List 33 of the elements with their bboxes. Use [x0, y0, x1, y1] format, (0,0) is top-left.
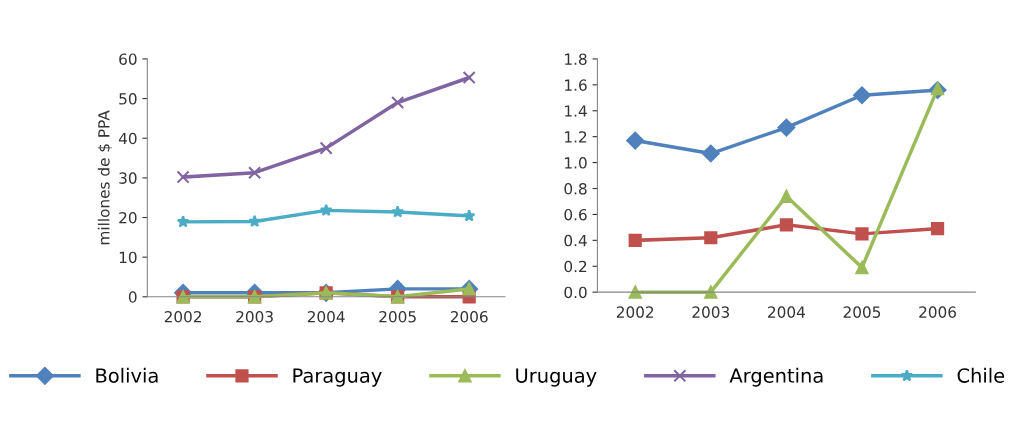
x-tick-label: 2005 — [379, 310, 416, 323]
x-tick-label: 2004 — [307, 310, 345, 323]
x-tick-label: 2005 — [843, 306, 881, 318]
x-tick-label: 2004 — [768, 306, 805, 318]
x-tick-label: 2003 — [692, 306, 730, 318]
x-tick-label: 2003 — [236, 310, 273, 323]
x-tick-label: 2006 — [450, 310, 488, 323]
y-tick-label: 0.8 — [564, 182, 587, 195]
legend-label: Uruguay — [516, 368, 597, 387]
y-tick-label: 0.6 — [564, 208, 587, 221]
y-tick-label: 1.2 — [565, 131, 587, 143]
y-tick-label: 1.6 — [565, 79, 587, 91]
x-tick-label: 2006 — [919, 306, 957, 318]
y-tick-label: 0.2 — [564, 260, 587, 273]
legend-label: Paraguay — [293, 368, 382, 387]
y-axis-title: millones de $ PPA — [97, 110, 112, 245]
y-tick-label: 1.8 — [565, 53, 587, 65]
y-tick-label: 40 — [118, 132, 137, 145]
legend-label: Bolivia — [96, 367, 158, 383]
x-tick-label: 2002 — [164, 310, 201, 323]
y-tick-label: 0 — [128, 291, 137, 303]
y-tick-label: 20 — [119, 211, 137, 224]
y-tick-label: 50 — [119, 93, 137, 105]
y-tick-label: 10 — [119, 251, 137, 264]
y-tick-label: 30 — [119, 172, 137, 184]
x-tick-label: 2002 — [616, 306, 654, 318]
y-tick-label: 0.4 — [564, 234, 587, 247]
y-tick-label: 1.4 — [565, 105, 587, 117]
y-tick-label: 0.0 — [564, 286, 587, 299]
legend-label: Argentina — [729, 367, 823, 387]
legend-label: Chile — [957, 367, 1005, 383]
y-tick-label: 1.0 — [565, 157, 587, 169]
y-tick-label: 60 — [119, 53, 137, 65]
